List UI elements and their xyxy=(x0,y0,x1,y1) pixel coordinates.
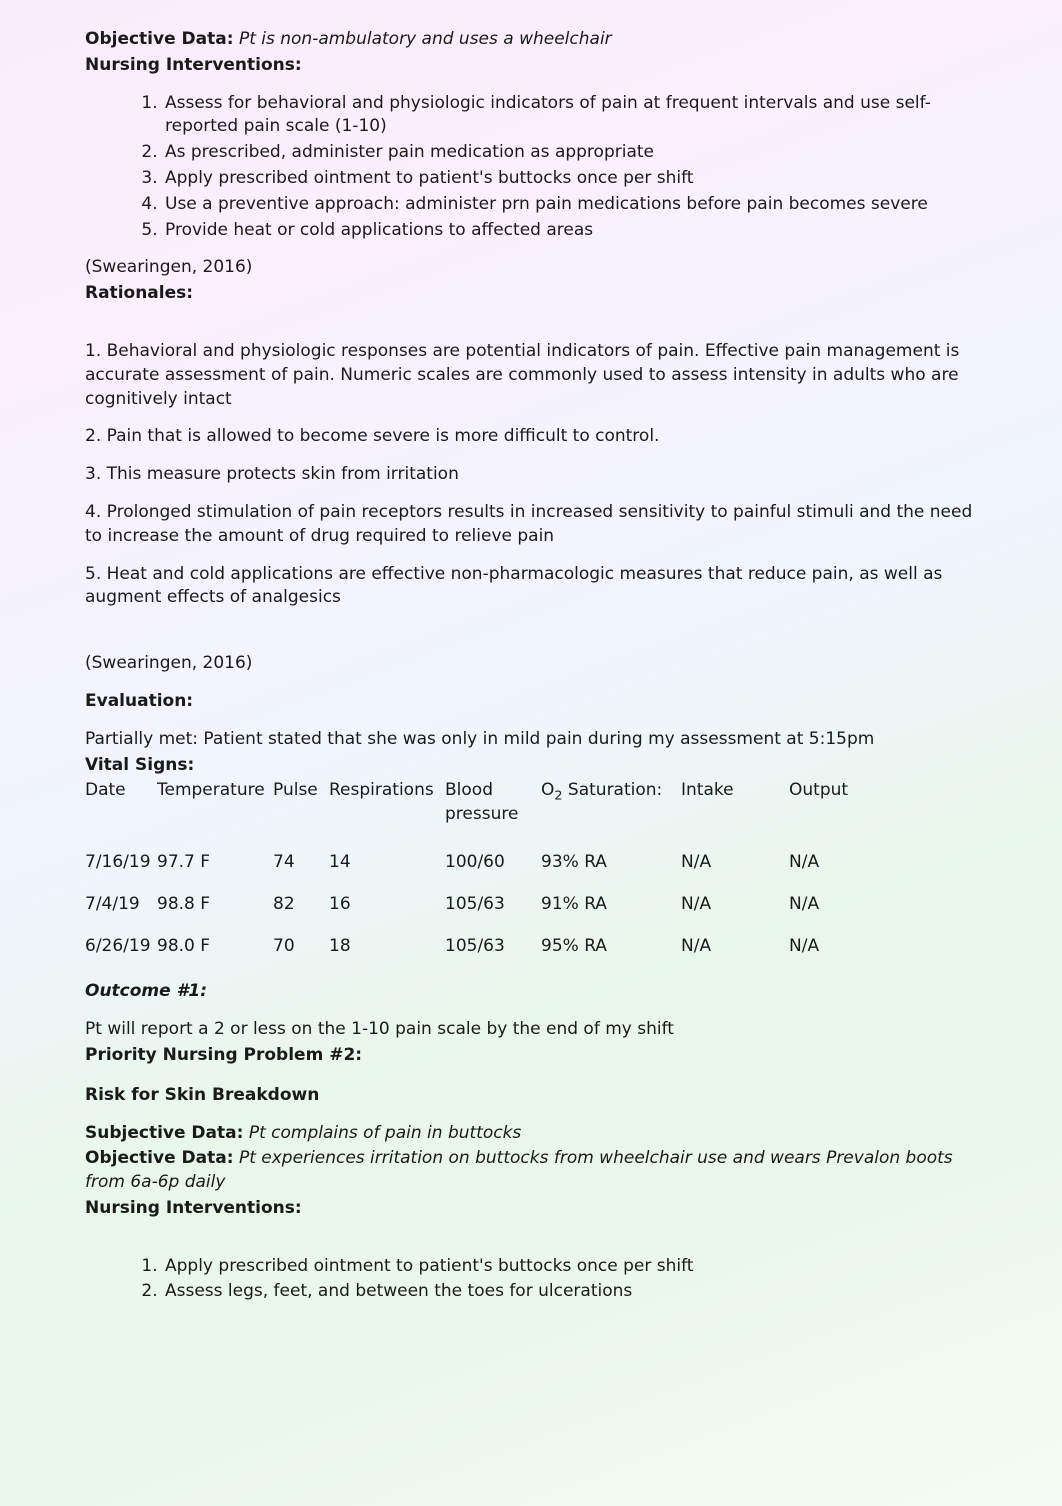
col-pulse-header: Pulse xyxy=(273,779,329,851)
cell-temp: 97.7 F xyxy=(157,851,273,893)
intervention-item: Apply prescribed ointment to patient's b… xyxy=(163,1255,977,1279)
citation-2: (Swearingen, 2016) xyxy=(85,652,977,676)
col-date-header: Date xyxy=(85,779,157,851)
cell-resp: 18 xyxy=(329,935,445,967)
cell-bp: 100/60 xyxy=(445,851,541,893)
cell-output: N/A xyxy=(789,893,977,935)
cell-o2: 91% RA xyxy=(541,893,681,935)
cell-pulse: 74 xyxy=(273,851,329,893)
intervention-item: Use a preventive approach: administer pr… xyxy=(163,193,977,217)
objective-data-1: Objective Data: Pt is non-ambulatory and… xyxy=(85,28,977,52)
cell-intake: N/A xyxy=(681,935,789,967)
cell-pulse: 70 xyxy=(273,935,329,967)
subjective-data-2-text: Pt complains of pain in buttocks xyxy=(249,1123,521,1143)
outcome-1-label: Outcome #1: xyxy=(85,980,977,1004)
intervention-item: Apply prescribed ointment to patient's b… xyxy=(163,167,977,191)
cell-o2: 93% RA xyxy=(541,851,681,893)
intervention-item: Provide heat or cold applications to aff… xyxy=(163,219,977,243)
table-row: 6/26/19 98.0 F 70 18 105/63 95% RA N/A N… xyxy=(85,935,977,967)
objective-data-1-text: Pt is non-ambulatory and uses a wheelcha… xyxy=(239,29,612,49)
col-output-header: Output xyxy=(789,779,977,851)
cell-date: 6/26/19 xyxy=(85,935,157,967)
intervention-item: Assess for behavioral and physiologic in… xyxy=(163,92,977,140)
subjective-data-2: Subjective Data: Pt complains of pain in… xyxy=(85,1122,977,1146)
priority-problem-2-title: Risk for Skin Breakdown xyxy=(85,1084,977,1108)
col-intake-header: Intake xyxy=(681,779,789,851)
nursing-interventions-2-label: Nursing Interventions: xyxy=(85,1197,977,1221)
o2-pre: O xyxy=(541,780,554,800)
objective-data-2-label: Objective Data: xyxy=(85,1148,234,1168)
outcome-1-text: Pt will report a 2 or less on the 1-10 p… xyxy=(85,1018,977,1042)
cell-intake: N/A xyxy=(681,851,789,893)
col-bp-header: Blood pressure xyxy=(445,779,541,851)
cell-output: N/A xyxy=(789,851,977,893)
objective-data-2: Objective Data: Pt experiences irritatio… xyxy=(85,1147,977,1195)
cell-o2: 95% RA xyxy=(541,935,681,967)
objective-data-1-label: Objective Data: xyxy=(85,29,234,49)
intervention-item: Assess legs, feet, and between the toes … xyxy=(163,1280,977,1304)
rationales-label: Rationales: xyxy=(85,282,977,306)
nursing-interventions-1-list: Assess for behavioral and physiologic in… xyxy=(85,92,977,243)
cell-temp: 98.8 F xyxy=(157,893,273,935)
vital-signs-label: Vital Signs: xyxy=(85,754,977,778)
cell-pulse: 82 xyxy=(273,893,329,935)
rationale-item: 2. Pain that is allowed to become severe… xyxy=(85,425,977,449)
evaluation-text: Partially met: Patient stated that she w… xyxy=(85,728,977,752)
rationale-item: 3. This measure protects skin from irrit… xyxy=(85,463,977,487)
rationale-item: 1. Behavioral and physiologic responses … xyxy=(85,340,977,411)
subjective-data-2-label: Subjective Data: xyxy=(85,1123,243,1143)
priority-problem-2-label: Priority Nursing Problem #2: xyxy=(85,1044,977,1068)
cell-bp: 105/63 xyxy=(445,935,541,967)
table-header-row: Date Temperature Pulse Respirations Bloo… xyxy=(85,779,977,851)
cell-intake: N/A xyxy=(681,893,789,935)
table-row: 7/4/19 98.8 F 82 16 105/63 91% RA N/A N/… xyxy=(85,893,977,935)
nursing-interventions-1-label: Nursing Interventions: xyxy=(85,54,977,78)
cell-temp: 98.0 F xyxy=(157,935,273,967)
nursing-interventions-2-list: Apply prescribed ointment to patient's b… xyxy=(85,1255,977,1305)
col-resp-header: Respirations xyxy=(329,779,445,851)
o2-post: Saturation: xyxy=(563,780,663,800)
cell-date: 7/4/19 xyxy=(85,893,157,935)
intervention-item: As prescribed, administer pain medicatio… xyxy=(163,141,977,165)
vital-signs-table: Date Temperature Pulse Respirations Bloo… xyxy=(85,779,977,966)
table-row: 7/16/19 97.7 F 74 14 100/60 93% RA N/A N… xyxy=(85,851,977,893)
col-temp-header: Temperature xyxy=(157,779,273,851)
evaluation-label: Evaluation: xyxy=(85,690,977,714)
rationale-item: 5. Heat and cold applications are effect… xyxy=(85,563,977,611)
cell-bp: 105/63 xyxy=(445,893,541,935)
cell-resp: 14 xyxy=(329,851,445,893)
cell-date: 7/16/19 xyxy=(85,851,157,893)
o2-sub: 2 xyxy=(554,789,562,804)
cell-resp: 16 xyxy=(329,893,445,935)
citation-1: (Swearingen, 2016) xyxy=(85,256,977,280)
rationale-item: 4. Prolonged stimulation of pain recepto… xyxy=(85,501,977,549)
col-o2-header: O2 Saturation: xyxy=(541,779,681,851)
cell-output: N/A xyxy=(789,935,977,967)
